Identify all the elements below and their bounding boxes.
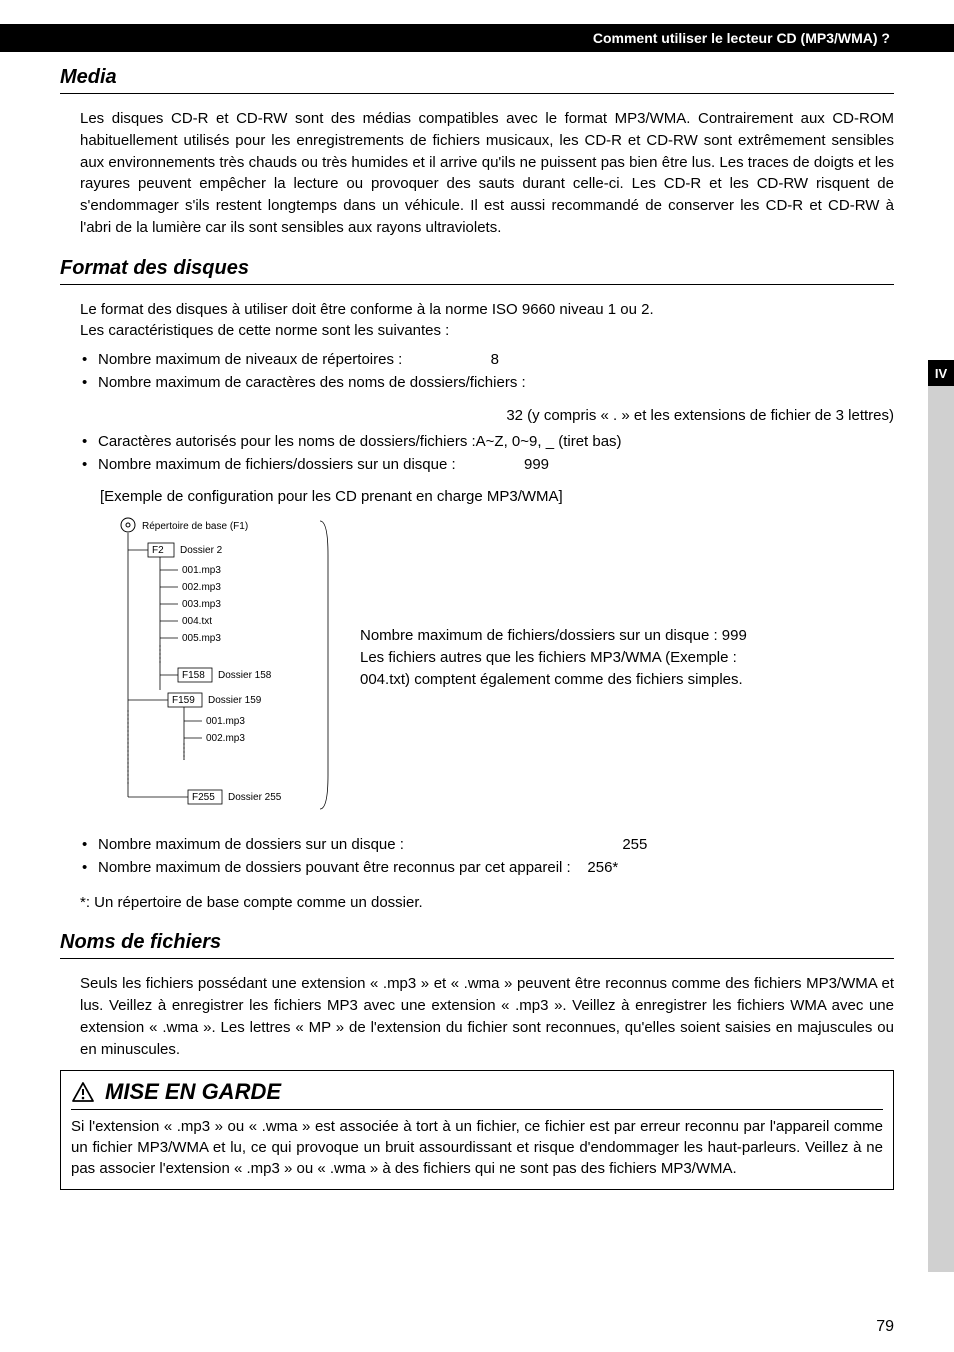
tree-f255-label: Dossier 255 xyxy=(228,792,282,803)
format-footnote: *: Un répertoire de base compte comme un… xyxy=(80,892,894,914)
format-intro2: Les caractéristiques de cette norme sont… xyxy=(80,320,894,342)
tree-file-2: 003.mp3 xyxy=(182,599,221,610)
tree-f159-file-0: 001.mp3 xyxy=(206,716,245,727)
format-bullets-1: Nombre maximum de niveaux de répertoires… xyxy=(80,348,894,395)
tree-root-label: Répertoire de base (F1) xyxy=(142,521,248,532)
bullet-chars: Caractères autorisés pour les noms de do… xyxy=(80,430,894,453)
bullet-maxrecognized: Nombre maximum de dossiers pouvant être … xyxy=(80,856,894,879)
bullet-maxfolders-value: 255 xyxy=(622,836,647,853)
tree-row: Répertoire de base (F1) F2 Dossier 2 001… xyxy=(110,515,894,819)
rule-media xyxy=(60,93,894,94)
bullet-maxfiles: Nombre maximum de fichiers/dossiers sur … xyxy=(80,453,894,476)
page-number: 79 xyxy=(876,1318,894,1336)
caution-title-row: MISE EN GARDE xyxy=(71,1079,883,1105)
tree-f2-label: Dossier 2 xyxy=(180,545,223,556)
tree-f159-file-1: 002.mp3 xyxy=(206,733,245,744)
caution-body: Si l'extension « .mp3 » ou « .wma » est … xyxy=(71,1116,883,1179)
tree-file-1: 002.mp3 xyxy=(182,582,221,593)
format-intro1: Le format des disques à utiliser doit êt… xyxy=(80,299,894,321)
noms-body: Seuls les fichiers possédant une extensi… xyxy=(80,973,894,1060)
bullet-niveaux-label: Nombre maximum de niveaux de répertoires… xyxy=(98,351,402,368)
rule-noms xyxy=(60,958,894,959)
caution-box: MISE EN GARDE Si l'extension « .mp3 » ou… xyxy=(60,1070,894,1190)
tree-f159-code: F159 xyxy=(172,695,195,706)
bullet-maxfolders-label: Nombre maximum de dossiers sur un disque… xyxy=(98,836,404,853)
bullet-maxfiles-label: Nombre maximum de fichiers/dossiers sur … xyxy=(98,456,456,473)
media-body: Les disques CD-R et CD-RW sont des média… xyxy=(80,108,894,239)
tree-description: Nombre maximum de fichiers/dossiers sur … xyxy=(360,515,790,690)
page: Comment utiliser le lecteur CD (MP3/WMA)… xyxy=(0,0,954,1352)
tree-f158-label: Dossier 158 xyxy=(218,670,272,681)
bullet-maxfiles-value: 999 xyxy=(524,456,549,473)
heading-format: Format des disques xyxy=(60,257,894,280)
bullet-maxchars: Nombre maximum de caractères des noms de… xyxy=(80,371,894,394)
heading-noms: Noms de fichiers xyxy=(60,931,894,954)
tree-file-4: 005.mp3 xyxy=(182,633,221,644)
tree-f159-label: Dossier 159 xyxy=(208,695,262,706)
bullet-maxrecognized-label: Nombre maximum de dossiers pouvant être … xyxy=(98,859,571,876)
caution-title: MISE EN GARDE xyxy=(105,1079,281,1105)
tree-f2-code: F2 xyxy=(152,545,164,556)
caution-rule xyxy=(71,1109,883,1110)
bullet-niveaux: Nombre maximum de niveaux de répertoires… xyxy=(80,348,894,371)
example-caption: [Exemple de configuration pour les CD pr… xyxy=(100,488,894,505)
format-bullets-2: Caractères autorisés pour les noms de do… xyxy=(80,430,894,477)
folder-tree-svg: Répertoire de base (F1) F2 Dossier 2 001… xyxy=(110,515,330,815)
bullet-niveaux-value: 8 xyxy=(491,351,499,368)
warning-icon xyxy=(71,1081,95,1103)
heading-media: Media xyxy=(60,66,894,89)
bullet-maxrecognized-value: 256* xyxy=(587,859,618,876)
tree-f158-code: F158 xyxy=(182,670,205,681)
tree-file-0: 001.mp3 xyxy=(182,565,221,576)
bullet-maxfolders: Nombre maximum de dossiers sur un disque… xyxy=(80,833,894,856)
side-tab: IV xyxy=(928,360,954,386)
side-bar-decor xyxy=(928,386,954,1272)
folder-tree: Répertoire de base (F1) F2 Dossier 2 001… xyxy=(110,515,330,819)
tree-f255-code: F255 xyxy=(192,792,215,803)
tree-file-3: 004.txt xyxy=(182,616,212,627)
rule-format xyxy=(60,284,894,285)
maxchars-value: 32 (y compris « . » et les extensions de… xyxy=(60,407,894,424)
format-bullets-3: Nombre maximum de dossiers sur un disque… xyxy=(80,833,894,880)
